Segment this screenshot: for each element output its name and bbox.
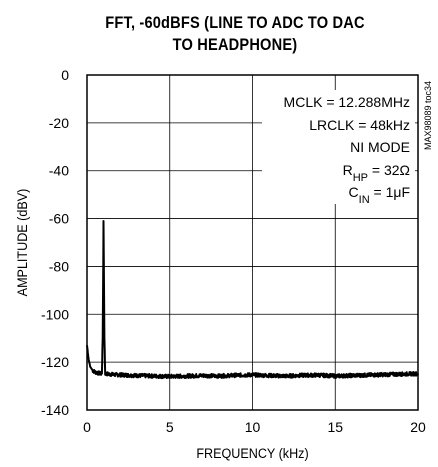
y-tick-label-4: -80 bbox=[49, 258, 69, 274]
annotation-mode: NI MODE bbox=[350, 139, 410, 155]
plot-frame bbox=[86, 74, 419, 411]
y-tick-label-5: -100 bbox=[41, 306, 69, 322]
annotation-rhp-rest: = 32Ω bbox=[368, 162, 410, 178]
x-tick-label-2: 10 bbox=[245, 419, 261, 435]
annotation-cin: CIN = 1μF bbox=[349, 184, 410, 206]
annotation-background bbox=[262, 90, 415, 204]
x-tick-label-3: 15 bbox=[327, 419, 343, 435]
annotation-cin-main: C bbox=[349, 184, 359, 200]
annotation-rhp-sub: HP bbox=[353, 172, 368, 184]
annotation-rhp-main: R bbox=[343, 162, 353, 178]
watermark: MAX98089 toc34 bbox=[423, 81, 433, 150]
y-tick-label-3: -60 bbox=[49, 211, 69, 227]
annotation-lrclk: LRCLK = 48kHz bbox=[309, 117, 410, 133]
x-tick-label-4: 20 bbox=[410, 419, 426, 435]
x-tick-label-1: 5 bbox=[166, 419, 174, 435]
series-line bbox=[86, 220, 419, 380]
annotation-box: MCLK = 12.288MHz LRCLK = 48kHz NI MODE R… bbox=[262, 90, 415, 206]
annotation-cin-rest: = 1μF bbox=[370, 184, 410, 200]
annotation-mclk: MCLK = 12.288MHz bbox=[284, 94, 410, 110]
chart-title-line-1: FFT, -60dBFS (LINE TO ADC TO DAC bbox=[105, 13, 365, 32]
y-tick-label-0: 0 bbox=[61, 67, 69, 83]
y-axis-label: AMPLITUDE (dBV) bbox=[14, 189, 30, 297]
y-tick-label-6: -120 bbox=[41, 354, 69, 370]
y-tick-label-1: -20 bbox=[49, 115, 69, 131]
x-tick-labels: 0 5 10 15 20 bbox=[83, 419, 426, 435]
x-tick-label-0: 0 bbox=[83, 419, 91, 435]
annotation-rhp: RHP = 32Ω bbox=[343, 162, 410, 184]
annotation-cin-sub: IN bbox=[359, 194, 370, 206]
y-tick-label-7: -140 bbox=[41, 402, 69, 418]
x-axis-label: FREQUENCY (kHz) bbox=[196, 445, 308, 461]
y-tick-labels: 0 -20 -40 -60 -80 -100 -120 -140 bbox=[41, 67, 69, 418]
y-tick-label-2: -40 bbox=[49, 163, 69, 179]
chart-title-line-2: TO HEADPHONE) bbox=[172, 35, 298, 54]
